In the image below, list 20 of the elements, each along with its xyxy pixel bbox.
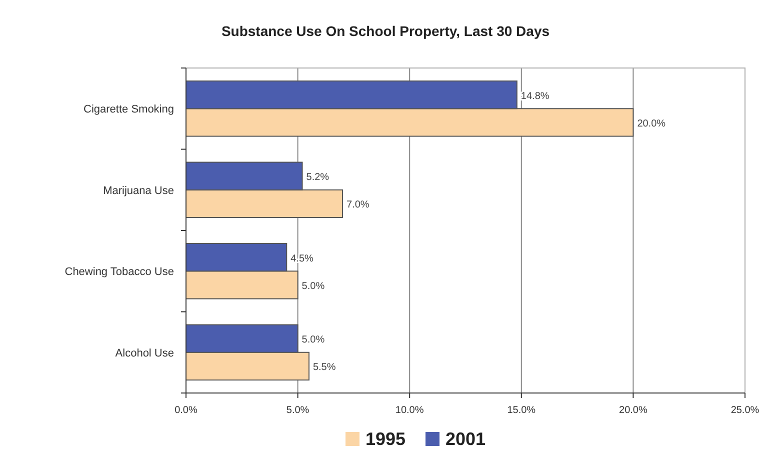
data-label: 5.5% [312,362,336,374]
y-tick-label: Cigarette Smoking [84,104,174,116]
y-tick-label: Chewing Tobacco Use [64,266,174,278]
x-tick-label: 10.0% [395,405,424,416]
legend-label: 1995 [366,429,406,449]
data-label: 5.0% [302,280,325,292]
x-tick-label: 25.0% [730,405,760,416]
data-label: 5.0% [302,334,325,346]
x-tick-label: 20.0% [619,405,648,416]
y-tick-label: Marijuana Use [103,184,174,197]
y-tick-label: Alcohol Use [115,347,174,360]
data-label: 5.2% [306,172,330,184]
legend-label: 2001 [446,429,486,449]
x-tick-label: 0.0% [174,405,198,416]
chart-title: Substance Use On School Property, Last 30 Days [221,23,550,39]
x-tick-label: 5.0% [286,405,310,416]
x-tick-label: 15.0% [507,405,536,416]
data-label: 20.0% [637,118,666,130]
data-label: 14.8% [520,90,550,102]
data-label: 7.0% [346,200,370,211]
